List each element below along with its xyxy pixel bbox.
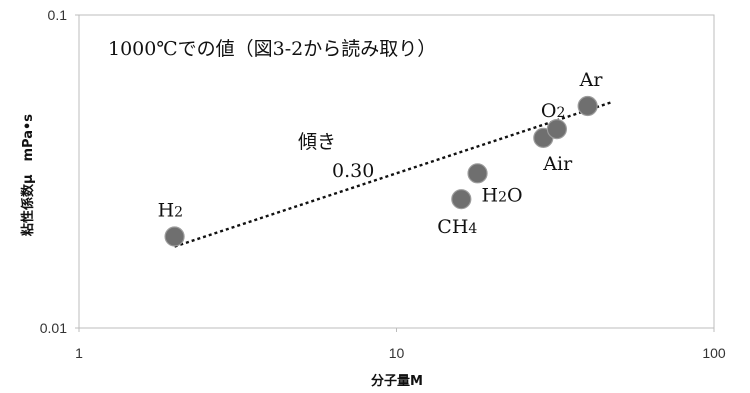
x-axis-title: 分子量M bbox=[371, 373, 423, 389]
data-point bbox=[164, 226, 185, 247]
y-tick-label: 0.01 bbox=[40, 320, 67, 336]
data-label: CH4 bbox=[437, 216, 477, 238]
data-point bbox=[451, 189, 472, 210]
data-point bbox=[546, 118, 567, 140]
y-tick-label: 0.1 bbox=[48, 7, 68, 23]
data-label: O2 bbox=[541, 100, 566, 122]
x-tick-label: 10 bbox=[389, 345, 405, 361]
data-label: Ar bbox=[579, 69, 604, 91]
plot-area-frame bbox=[78, 14, 715, 329]
data-label: H2 bbox=[158, 200, 184, 222]
slope-label: 傾き bbox=[298, 131, 336, 153]
data-label: H2O bbox=[482, 184, 523, 206]
chart-annotation: 1000℃での値（図3-2から読み取り） bbox=[108, 38, 436, 60]
data-point bbox=[577, 95, 598, 117]
slope-value: 0.30 bbox=[332, 160, 374, 182]
trendline bbox=[174, 100, 614, 248]
y-axis-title: 粘性係数μ mPa•s bbox=[20, 114, 36, 237]
data-label: Air bbox=[542, 153, 573, 175]
x-tick-label: 100 bbox=[702, 345, 726, 361]
x-tick-label: 1 bbox=[75, 345, 83, 361]
data-point bbox=[467, 163, 488, 184]
